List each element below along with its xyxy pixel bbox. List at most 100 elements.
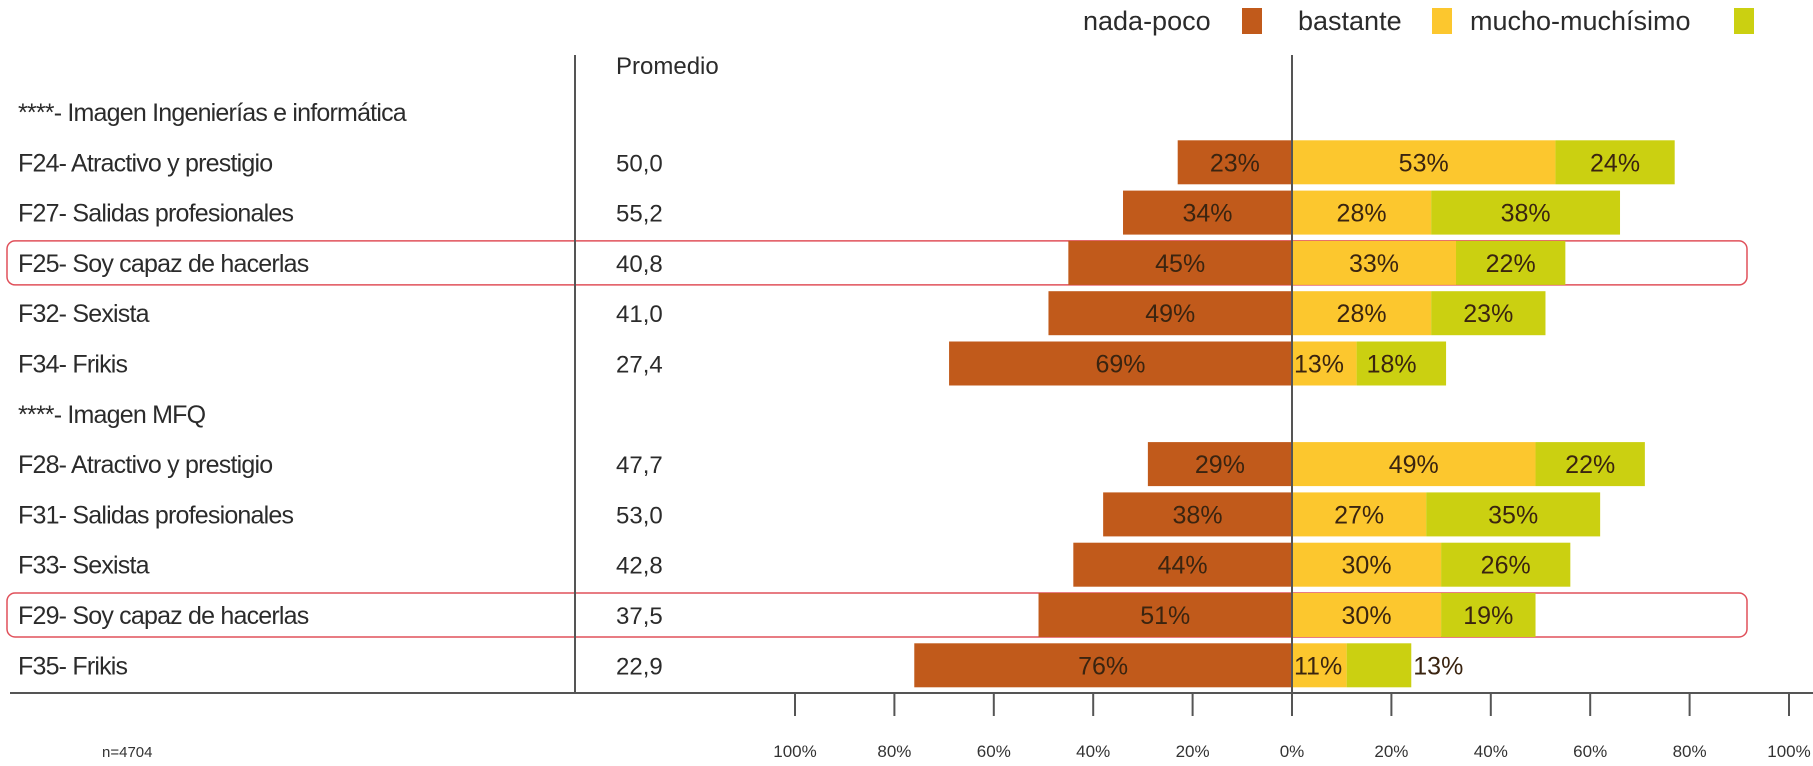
row-average: 53,0 bbox=[616, 502, 663, 529]
bar-label-bastante: 49% bbox=[1389, 451, 1439, 479]
legend-label-0: nada-poco bbox=[1083, 6, 1211, 36]
highlight-box bbox=[6, 240, 1748, 286]
bar-bastante bbox=[1292, 643, 1347, 688]
bar-label-nada-poco: 34% bbox=[1182, 200, 1232, 228]
row-average: 37,5 bbox=[616, 603, 663, 630]
bar-label-mucho-muchisimo: 35% bbox=[1488, 501, 1538, 529]
bar-label-nada-poco: 44% bbox=[1158, 552, 1208, 580]
bar-mucho-muchisimo bbox=[1441, 542, 1571, 587]
x-axis: 100% 80% 60% 40% 20% 0% 20% 40% 60% 80% 100% bbox=[773, 693, 1811, 761]
bar-label-mucho-muchisimo: 13% bbox=[1413, 652, 1463, 680]
row-average: 50,0 bbox=[616, 150, 663, 177]
bar-nada-poco bbox=[1068, 240, 1292, 285]
row-label: F28- Atractivo y prestigio bbox=[18, 451, 272, 479]
bar-mucho-muchisimo bbox=[1346, 643, 1412, 688]
bar-bastante bbox=[1292, 341, 1357, 386]
bar-nada-poco bbox=[1147, 442, 1292, 487]
bar-bastante bbox=[1292, 593, 1442, 637]
x-tick-label: 100% bbox=[1767, 742, 1810, 761]
bar-label-mucho-muchisimo: 22% bbox=[1565, 451, 1615, 479]
bar-label-bastante: 28% bbox=[1337, 200, 1387, 228]
highlight-boxes bbox=[6, 240, 1748, 638]
row-average: 27,4 bbox=[616, 352, 663, 379]
group-heading: ****- Imagen Ingenierías e informática bbox=[18, 99, 407, 127]
bar-label-mucho-muchisimo: 22% bbox=[1486, 250, 1536, 278]
bar-label-bastante: 30% bbox=[1342, 552, 1392, 580]
bar-nada-poco bbox=[1038, 593, 1292, 637]
x-tick-label: 40% bbox=[1076, 742, 1110, 761]
x-tick-label: 60% bbox=[1573, 742, 1607, 761]
bar-label-bastante: 53% bbox=[1399, 149, 1449, 177]
legend-label-2: mucho-muchísimo bbox=[1470, 6, 1691, 36]
row-label: F34- Frikis bbox=[18, 351, 128, 379]
bar-label-mucho-muchisimo: 24% bbox=[1590, 149, 1640, 177]
row-label: F27- Salidas profesionales bbox=[18, 200, 293, 228]
x-tick-label: 100% bbox=[773, 742, 816, 761]
row-average: 22,9 bbox=[616, 653, 663, 680]
row-label: F33- Sexista bbox=[18, 552, 150, 580]
legend-swatch-2 bbox=[1734, 8, 1754, 34]
x-tick-label: 20% bbox=[1374, 742, 1408, 761]
bar-label-bastante: 11% bbox=[1294, 652, 1342, 680]
bar-label-nada-poco: 45% bbox=[1155, 250, 1205, 278]
bar-label-bastante: 27% bbox=[1334, 501, 1384, 529]
x-tick-label: 80% bbox=[877, 742, 911, 761]
x-tick-label: 80% bbox=[1673, 742, 1707, 761]
bar-nada-poco bbox=[1103, 492, 1292, 537]
bar-mucho-muchisimo bbox=[1431, 291, 1546, 336]
row-average: 55,2 bbox=[616, 201, 663, 228]
bar-bastante bbox=[1292, 240, 1457, 285]
legend-swatch-1 bbox=[1432, 8, 1452, 34]
row-label: F29- Soy capaz de hacerlas bbox=[18, 602, 309, 630]
legend: nada-poco bastante mucho-muchísimo bbox=[1083, 6, 1754, 36]
legend-swatch-0 bbox=[1242, 8, 1262, 34]
bar-label-mucho-muchisimo: 38% bbox=[1501, 200, 1551, 228]
bar-label-nada-poco: 23% bbox=[1210, 149, 1260, 177]
row-label: F24- Atractivo y prestigio bbox=[18, 149, 272, 177]
average-column-header: Promedio bbox=[616, 53, 719, 80]
bar-mucho-muchisimo bbox=[1426, 492, 1601, 537]
row-average: 40,8 bbox=[616, 251, 663, 278]
bar-label-nada-poco: 49% bbox=[1145, 300, 1195, 328]
row-label: F35- Frikis bbox=[18, 652, 128, 680]
x-tick-label: 0% bbox=[1280, 742, 1305, 761]
bar-bastante bbox=[1292, 190, 1432, 235]
row-labels: ****- Imagen Ingenierías e informática F2… bbox=[18, 99, 663, 680]
bar-label-bastante: 30% bbox=[1342, 602, 1392, 630]
bar-label-mucho-muchisimo: 23% bbox=[1463, 300, 1513, 328]
bars: 23% 53% 24% 34% 28% 38% 45% 33% 22% 49% 28% 23% 69% 1… bbox=[914, 140, 1675, 688]
row-label: F25- Soy capaz de hacerlas bbox=[18, 250, 309, 278]
bar-label-nada-poco: 76% bbox=[1078, 652, 1128, 680]
bar-bastante bbox=[1292, 291, 1432, 336]
bar-mucho-muchisimo bbox=[1441, 593, 1536, 637]
legend-label-1: bastante bbox=[1298, 6, 1402, 36]
bar-label-bastante: 33% bbox=[1349, 250, 1399, 278]
bar-label-mucho-muchisimo: 19% bbox=[1463, 602, 1513, 630]
sample-size-note: n=4704 bbox=[102, 744, 152, 761]
bar-nada-poco bbox=[1177, 140, 1292, 185]
highlight-box bbox=[6, 592, 1748, 638]
group-heading: ****- Imagen MFQ bbox=[18, 401, 206, 429]
row-label: F31- Salidas profesionales bbox=[18, 501, 293, 529]
bar-bastante bbox=[1292, 542, 1442, 587]
bar-nada-poco bbox=[1073, 542, 1292, 587]
bar-bastante bbox=[1292, 442, 1536, 487]
bar-label-mucho-muchisimo: 26% bbox=[1481, 552, 1531, 580]
bar-nada-poco bbox=[949, 341, 1292, 386]
bar-mucho-muchisimo bbox=[1456, 240, 1566, 285]
bar-mucho-muchisimo bbox=[1555, 140, 1675, 185]
bar-label-bastante: 28% bbox=[1337, 300, 1387, 328]
x-tick-label: 60% bbox=[977, 742, 1011, 761]
row-average: 42,8 bbox=[616, 553, 663, 580]
x-tick-label: 40% bbox=[1474, 742, 1508, 761]
bar-label-bastante: 13% bbox=[1294, 351, 1344, 379]
row-average: 47,7 bbox=[616, 452, 663, 479]
bar-bastante bbox=[1292, 140, 1556, 185]
bar-mucho-muchisimo bbox=[1535, 442, 1645, 487]
bar-mucho-muchisimo bbox=[1431, 190, 1621, 235]
bar-label-nada-poco: 51% bbox=[1140, 602, 1190, 630]
row-label: F32- Sexista bbox=[18, 300, 150, 328]
bar-nada-poco bbox=[914, 643, 1292, 688]
bar-nada-poco bbox=[1123, 190, 1292, 235]
